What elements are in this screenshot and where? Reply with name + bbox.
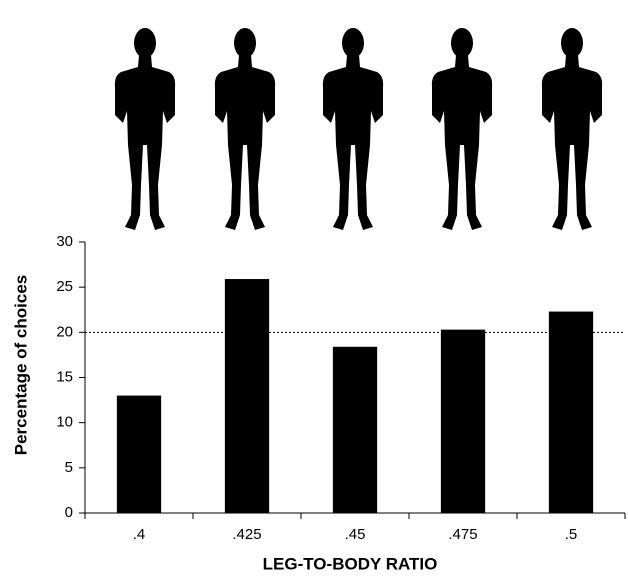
- bar: [332, 346, 378, 513]
- y-tick-label: 10: [56, 414, 73, 431]
- y-tick-label: 20: [56, 323, 73, 340]
- silhouette: [214, 28, 276, 230]
- silhouette: [541, 28, 603, 230]
- silhouette: [114, 28, 176, 230]
- x-tick-label: .475: [448, 526, 477, 543]
- y-tick-label: 15: [56, 368, 73, 385]
- y-tick-label: 30: [56, 233, 73, 250]
- x-tick-label: .4: [133, 526, 146, 543]
- x-tick-label: .425: [232, 526, 261, 543]
- x-tick-label: .5: [565, 526, 578, 543]
- y-axis-label: Percentage of choices: [11, 275, 30, 455]
- y-tick-label: 5: [65, 459, 73, 476]
- silhouette: [322, 28, 384, 230]
- y-tick-label: 25: [56, 278, 73, 295]
- x-tick-label: .45: [345, 526, 366, 543]
- y-tick-label: 0: [65, 504, 73, 521]
- bar: [440, 329, 486, 513]
- silhouettes: [114, 28, 603, 230]
- bar: [548, 311, 594, 513]
- bar: [116, 395, 162, 513]
- bar: [224, 279, 270, 513]
- x-axis-label: LEG-TO-BODY RATIO: [263, 554, 438, 573]
- silhouette: [431, 28, 493, 230]
